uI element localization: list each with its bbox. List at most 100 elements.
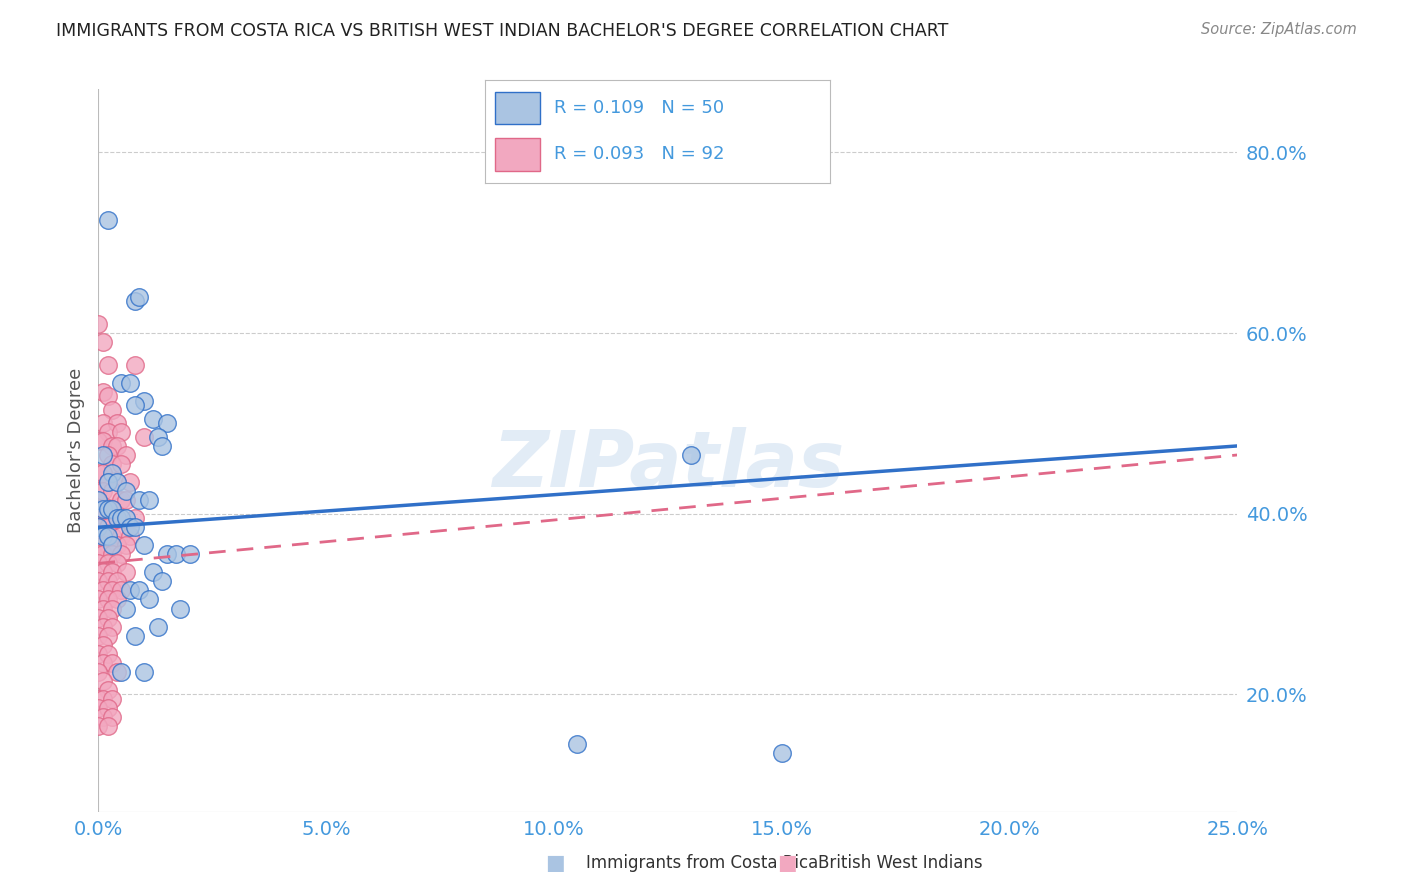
Text: IMMIGRANTS FROM COSTA RICA VS BRITISH WEST INDIAN BACHELOR'S DEGREE CORRELATION : IMMIGRANTS FROM COSTA RICA VS BRITISH WE… bbox=[56, 22, 949, 40]
Point bbox=[101, 502, 124, 516]
Point bbox=[110, 511, 132, 525]
Point bbox=[114, 511, 136, 525]
Point bbox=[114, 448, 136, 462]
Point bbox=[105, 538, 128, 552]
Point bbox=[101, 502, 124, 516]
Point bbox=[146, 619, 169, 633]
Point bbox=[110, 665, 132, 679]
Point bbox=[101, 529, 124, 543]
Point bbox=[101, 439, 124, 453]
Text: Immigrants from Costa Rica: Immigrants from Costa Rica bbox=[586, 855, 818, 872]
Point bbox=[96, 389, 118, 403]
Point bbox=[105, 665, 128, 679]
Point bbox=[128, 290, 150, 304]
Point bbox=[101, 484, 124, 499]
Point bbox=[96, 574, 118, 589]
Point bbox=[132, 430, 155, 444]
Point bbox=[114, 601, 136, 615]
Text: ZIPatlas: ZIPatlas bbox=[492, 427, 844, 503]
Bar bbox=[495, 137, 540, 170]
Point bbox=[110, 547, 132, 561]
Point bbox=[96, 610, 118, 624]
Text: ■: ■ bbox=[778, 854, 797, 873]
Point bbox=[87, 466, 110, 480]
Point bbox=[91, 484, 114, 499]
Point bbox=[87, 538, 110, 552]
Point bbox=[91, 384, 114, 399]
Point bbox=[169, 601, 191, 615]
Point bbox=[96, 719, 118, 733]
Point bbox=[101, 538, 124, 552]
Point bbox=[110, 583, 132, 598]
Point bbox=[87, 629, 110, 643]
Point bbox=[105, 475, 128, 489]
Point bbox=[770, 746, 793, 760]
Point bbox=[120, 529, 142, 543]
Point bbox=[110, 425, 132, 440]
Point bbox=[105, 557, 128, 571]
Point bbox=[87, 547, 110, 561]
Point bbox=[91, 502, 114, 516]
Point bbox=[96, 629, 118, 643]
Point bbox=[179, 547, 201, 561]
Point bbox=[146, 430, 169, 444]
Y-axis label: Bachelor's Degree: Bachelor's Degree bbox=[66, 368, 84, 533]
Point bbox=[87, 520, 110, 534]
Point bbox=[128, 583, 150, 598]
Point bbox=[110, 457, 132, 471]
Point bbox=[87, 665, 110, 679]
Point bbox=[87, 691, 110, 706]
Point bbox=[132, 665, 155, 679]
Point bbox=[87, 557, 110, 571]
Point bbox=[124, 520, 146, 534]
Point bbox=[96, 358, 118, 372]
Point bbox=[120, 376, 142, 390]
Point bbox=[101, 583, 124, 598]
Point bbox=[124, 358, 146, 372]
Point bbox=[91, 638, 114, 652]
Point bbox=[91, 710, 114, 724]
Point bbox=[128, 493, 150, 508]
Point bbox=[165, 547, 187, 561]
Point bbox=[96, 529, 118, 543]
Point bbox=[105, 592, 128, 607]
Point bbox=[679, 448, 702, 462]
Point bbox=[96, 520, 118, 534]
Point bbox=[91, 673, 114, 688]
Point bbox=[96, 475, 118, 489]
Point bbox=[101, 457, 124, 471]
Point bbox=[96, 502, 118, 516]
Point bbox=[120, 520, 142, 534]
Point bbox=[96, 425, 118, 440]
Point bbox=[114, 538, 136, 552]
Point bbox=[96, 647, 118, 661]
Point bbox=[150, 439, 173, 453]
Point bbox=[105, 417, 128, 431]
Point bbox=[101, 656, 124, 670]
Point bbox=[105, 511, 128, 525]
Point bbox=[96, 592, 118, 607]
Point bbox=[87, 647, 110, 661]
Point bbox=[87, 484, 110, 499]
Point bbox=[120, 475, 142, 489]
Point bbox=[91, 502, 114, 516]
Point bbox=[101, 601, 124, 615]
Point bbox=[91, 434, 114, 449]
Text: British West Indians: British West Indians bbox=[818, 855, 983, 872]
Point bbox=[91, 334, 114, 349]
Point bbox=[156, 417, 179, 431]
Point bbox=[87, 317, 110, 331]
Point bbox=[87, 434, 110, 449]
Point bbox=[101, 566, 124, 580]
Point bbox=[101, 547, 124, 561]
Text: R = 0.093   N = 92: R = 0.093 N = 92 bbox=[554, 145, 724, 163]
Point bbox=[120, 583, 142, 598]
Point bbox=[101, 619, 124, 633]
Point bbox=[105, 511, 128, 525]
Point bbox=[87, 610, 110, 624]
Point bbox=[91, 566, 114, 580]
Point bbox=[91, 448, 114, 462]
Point bbox=[124, 294, 146, 309]
Point bbox=[110, 376, 132, 390]
Point bbox=[91, 601, 114, 615]
